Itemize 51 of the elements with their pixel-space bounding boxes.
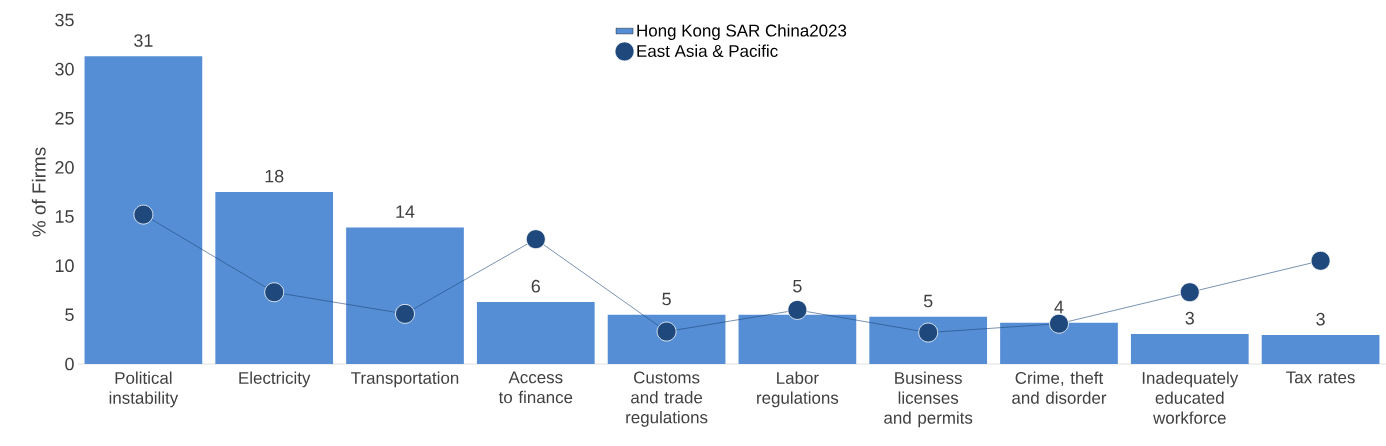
x-tick-label: Electricity (239, 371, 311, 388)
point (395, 303, 415, 324)
data-label: 14 (396, 205, 415, 218)
data-label: 4 (1054, 300, 1064, 314)
x-tick-label: Inadequately educated workforce (1142, 371, 1239, 424)
data-label: 18 (265, 169, 284, 183)
y-tick-label: 15 (55, 210, 74, 223)
bar (869, 316, 988, 364)
bar (607, 314, 726, 364)
x-tick-label: Access to finance (498, 371, 573, 404)
x-tick-label: Political instability (109, 371, 179, 408)
x-tick-label: Labor regulations (757, 371, 839, 408)
bar (738, 314, 857, 364)
x-tick-label: Transportation (351, 371, 459, 388)
bar (215, 192, 334, 364)
point (787, 300, 808, 320)
legend-label: East Asia & Pacific (637, 44, 778, 57)
data-label: 6 (531, 279, 540, 293)
x-tick-label: Customs and trade regulations (626, 371, 708, 427)
x-tick-label: Tax rates (1286, 371, 1355, 384)
point (525, 229, 546, 250)
y-tick-label: 25 (55, 111, 74, 125)
y-tick-label: 10 (55, 259, 74, 273)
point (1049, 313, 1069, 334)
bar (476, 302, 595, 364)
data-label: 5 (662, 292, 671, 306)
point (918, 322, 939, 343)
bar (1130, 334, 1249, 364)
point (264, 282, 285, 303)
y-tick-label: 35 (55, 13, 74, 27)
data-label: 3 (1185, 311, 1194, 325)
legend-label: Hong Kong SAR China2023 (637, 24, 847, 40)
point (1179, 282, 1200, 303)
data-label: 5 (793, 279, 802, 293)
x-tick-label: Business licenses and permits (884, 371, 973, 428)
bar (84, 56, 203, 364)
y-tick-label: 30 (55, 62, 74, 76)
y-tick-label: 20 (55, 161, 74, 174)
bar (346, 227, 464, 364)
y-tick-label: 5 (65, 308, 74, 322)
y-axis-title: % of Firms (31, 147, 46, 237)
data-label: 5 (923, 294, 933, 308)
point (656, 321, 677, 342)
x-tick-label: Crime, theft and disorder (1012, 371, 1107, 404)
data-label: 31 (134, 34, 153, 47)
bar (1261, 335, 1380, 364)
point (1310, 250, 1331, 271)
point (133, 204, 154, 225)
y-tick-label: 0 (65, 357, 74, 371)
data-label: 3 (1316, 312, 1325, 326)
bar (1000, 322, 1118, 364)
